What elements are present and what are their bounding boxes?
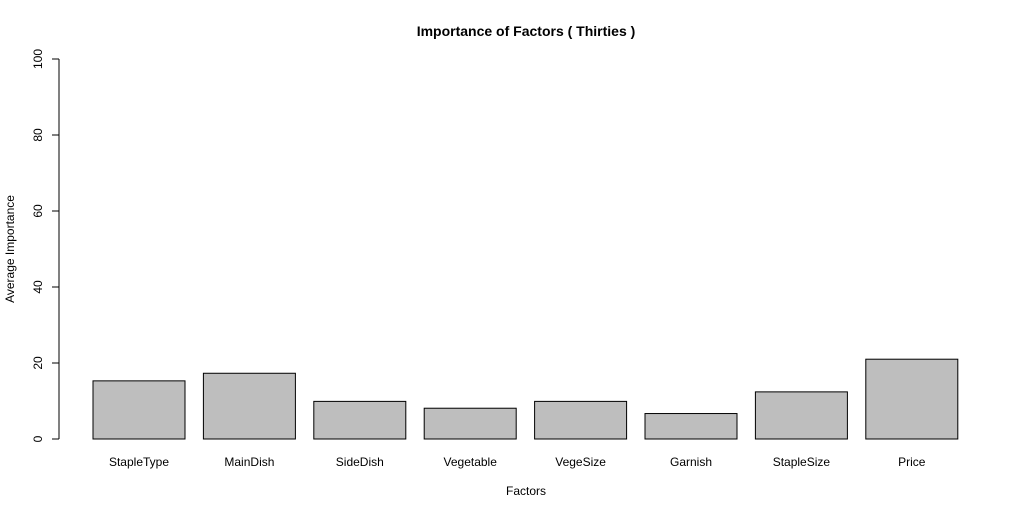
- bars-group: [92, 358, 959, 440]
- x-tick-label: Garnish: [670, 455, 712, 469]
- bar-maindish: [202, 372, 296, 440]
- bar-garnish: [644, 413, 738, 440]
- bar-vegetable: [423, 407, 517, 440]
- bar-price: [865, 358, 959, 440]
- x-tick-label: MainDish: [224, 455, 274, 469]
- y-axis-label: Average Importance: [3, 195, 17, 303]
- bar-vegesize: [534, 400, 628, 440]
- x-tick-label: StapleType: [109, 455, 169, 469]
- y-tick-label: 0: [31, 435, 45, 442]
- y-tick-label: 20: [31, 356, 45, 370]
- chart-title: Importance of Factors ( Thirties ): [417, 23, 636, 39]
- x-tick-label: VegeSize: [555, 455, 606, 469]
- x-tick-label: SideDish: [336, 455, 384, 469]
- y-tick-label: 40: [31, 280, 45, 294]
- bar-sidedish: [313, 400, 407, 440]
- bar-staplesize: [754, 391, 848, 440]
- x-tick-label: Price: [898, 455, 926, 469]
- y-tick-label: 60: [31, 204, 45, 218]
- y-axis-ticks: 0 20 40 60 80 100: [31, 49, 59, 442]
- y-tick-label: 100: [31, 49, 45, 69]
- x-tick-label: StapleSize: [773, 455, 831, 469]
- x-axis-label: Factors: [506, 484, 546, 498]
- x-tick-label: Vegetable: [444, 455, 498, 469]
- x-axis-tick-labels: StapleType MainDish SideDish Vegetable VegeS…: [109, 455, 926, 469]
- y-tick-label: 80: [31, 128, 45, 142]
- bar-stapletype: [92, 380, 186, 440]
